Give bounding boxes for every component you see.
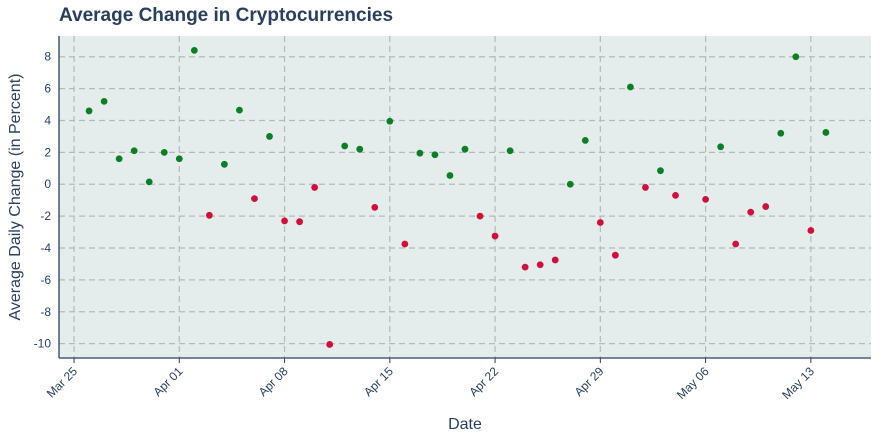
data-point-positive (717, 143, 725, 151)
data-point-positive (822, 129, 830, 136)
y-tick-label: -2 (40, 209, 51, 223)
data-point-negative (476, 212, 484, 220)
y-tick-label: 8 (44, 50, 51, 64)
data-point-positive (145, 178, 153, 186)
data-point-positive (100, 97, 108, 105)
data-point-negative (296, 218, 303, 226)
data-point-negative (702, 195, 709, 203)
data-point-negative (311, 184, 319, 191)
data-point-negative (596, 219, 604, 226)
chart-title: Average Change in Cryptocurrencies (59, 5, 394, 26)
data-point-negative (747, 208, 755, 216)
x-tick-label: Apr 22 (466, 364, 501, 399)
data-point-negative (642, 184, 649, 191)
data-point-negative (732, 240, 740, 248)
data-point-negative (491, 232, 499, 240)
data-point-positive (85, 107, 93, 115)
x-tick-label: Mar 25 (44, 364, 81, 401)
data-point-positive (130, 147, 138, 155)
data-point-positive (461, 145, 469, 153)
data-point-negative (611, 251, 619, 259)
data-point-positive (175, 155, 183, 163)
x-tick-label: Apr 15 (361, 364, 396, 399)
data-point-negative (672, 192, 679, 199)
data-point-positive (236, 106, 243, 114)
data-point-positive (506, 147, 514, 155)
data-point-positive (446, 172, 454, 179)
x-tick-label: Apr 01 (151, 364, 186, 399)
data-point-positive (777, 129, 785, 137)
y-tick-label: 2 (44, 145, 51, 159)
data-point-positive (416, 149, 424, 157)
data-point-negative (762, 203, 770, 210)
data-point-positive (386, 117, 394, 125)
y-tick-labels: -10 -8 -6 -4 -2 0 2 4 6 8 (34, 50, 52, 351)
data-point-negative (205, 211, 213, 219)
x-tick-label: May 13 (779, 364, 817, 402)
data-point-negative (401, 240, 409, 248)
axes (58, 36, 871, 359)
y-axis-title: Average Daily Change (in Percent) (7, 74, 24, 321)
data-point-positive (221, 160, 228, 168)
x-tick-labels: Mar 25 Apr 01 Apr 08 Apr 15 Apr 22 Apr 29 May … (44, 358, 817, 402)
data-point-positive (190, 46, 198, 54)
data-point-negative (521, 263, 529, 271)
data-point-positive (566, 180, 574, 188)
y-tick-label: 4 (44, 113, 51, 127)
data-point-negative (807, 227, 815, 234)
data-point-positive (627, 83, 634, 91)
y-tick-label: 6 (44, 82, 51, 96)
data-point-positive (356, 145, 364, 153)
x-tick-label: Apr 08 (256, 364, 291, 399)
data-point-negative (551, 256, 559, 264)
x-tick-label: Apr 29 (572, 364, 607, 399)
data-point-positive (792, 53, 800, 61)
data-point-positive (581, 137, 589, 144)
data-point-positive (160, 148, 168, 156)
y-tick-label: -6 (40, 273, 51, 287)
x-axis-title: Date (448, 416, 482, 433)
data-point-positive (115, 155, 123, 163)
data-point-negative (326, 341, 334, 348)
data-point-positive (266, 133, 273, 140)
y-tick-label: -8 (40, 305, 51, 319)
data-points (85, 46, 830, 348)
data-point-positive (431, 151, 439, 159)
data-point-negative (371, 203, 379, 211)
data-point-positive (657, 167, 664, 175)
data-point-negative (251, 195, 258, 202)
data-point-negative (281, 217, 288, 225)
y-tick-label: -10 (34, 337, 52, 351)
y-tick-label: -4 (40, 241, 51, 255)
plot-area (59, 36, 871, 358)
data-point-positive (341, 142, 349, 150)
x-tick-label: May 06 (674, 364, 712, 402)
y-tick-label: 0 (44, 177, 51, 191)
data-point-negative (536, 261, 544, 269)
